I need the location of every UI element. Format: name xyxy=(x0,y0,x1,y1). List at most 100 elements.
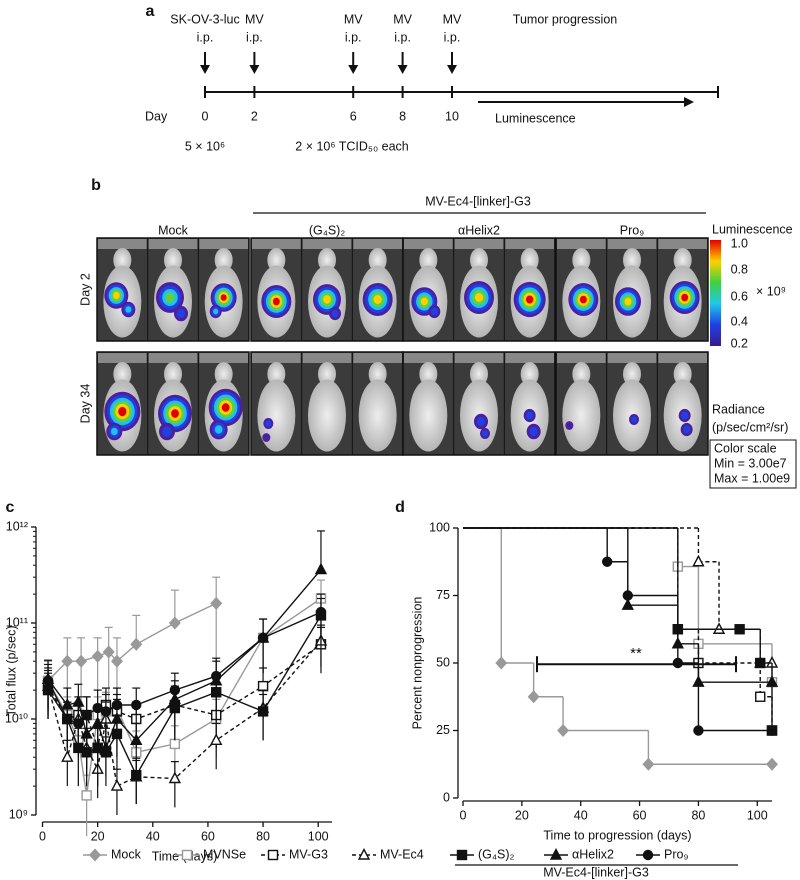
marker xyxy=(602,556,613,567)
mouse-body xyxy=(562,379,601,452)
marker xyxy=(91,649,104,663)
x-tick-label: 20 xyxy=(515,808,529,822)
event-route: i.p. xyxy=(345,30,362,44)
marker xyxy=(755,691,766,702)
signal xyxy=(631,416,637,423)
group-label: Mock xyxy=(158,223,189,237)
signal xyxy=(681,411,689,420)
image-panel xyxy=(302,353,352,363)
x-tick-label: 100 xyxy=(308,829,329,843)
signal xyxy=(125,306,132,313)
marker xyxy=(755,657,766,669)
color-bar xyxy=(710,240,721,346)
group-label: (G₄S)₂ xyxy=(309,223,345,237)
mouse-head xyxy=(520,362,539,386)
marker xyxy=(314,562,328,575)
event-route: i.p. xyxy=(444,30,461,44)
y-tick-label: 0 xyxy=(443,790,450,804)
marker xyxy=(100,706,112,717)
x-tick-label: 60 xyxy=(201,829,215,843)
row-label: Day 2 xyxy=(78,273,92,306)
event-day: 2 xyxy=(251,109,258,123)
signal xyxy=(624,297,632,306)
panel-label: b xyxy=(91,177,101,194)
y-tick-label: 100 xyxy=(429,520,450,534)
x-tick-label: 60 xyxy=(633,808,647,822)
signal xyxy=(272,297,280,306)
y-tick-label: 10¹¹ xyxy=(6,615,28,629)
scale-tick: 0.4 xyxy=(731,314,748,328)
scale-tick: 0.2 xyxy=(731,336,748,350)
x-tick-label: 80 xyxy=(256,829,270,843)
mouse-head xyxy=(673,362,692,386)
marker xyxy=(210,596,223,610)
mouse-head xyxy=(520,248,539,272)
group-header: MV-Ec4-[linker]-G3 xyxy=(425,194,531,208)
group-label: Pro₉ xyxy=(620,223,644,237)
marker xyxy=(495,656,508,670)
marker xyxy=(557,723,570,738)
image-panel xyxy=(454,353,504,363)
marker xyxy=(61,654,74,668)
arrow-head xyxy=(397,65,408,74)
arrow-head xyxy=(249,65,260,74)
arrow-head xyxy=(684,97,694,107)
image-panel xyxy=(353,239,402,249)
image-panel xyxy=(505,239,554,249)
panel-label: c xyxy=(6,499,15,516)
group-label: αHelix2 xyxy=(458,223,500,237)
mouse-head xyxy=(470,248,488,272)
image-panel xyxy=(607,353,657,363)
signal xyxy=(213,308,219,315)
image-panel xyxy=(557,353,606,363)
signal xyxy=(430,307,438,316)
scale-multiplier: × 10⁹ xyxy=(756,284,786,298)
marker xyxy=(210,733,223,745)
mouse-body xyxy=(257,379,296,452)
marker xyxy=(211,670,222,682)
mouse-head xyxy=(419,248,438,272)
x-tick-label: 100 xyxy=(747,808,768,822)
y-tick-label: 75 xyxy=(436,588,450,602)
signal xyxy=(113,291,120,300)
scale-tick: 0.8 xyxy=(731,262,748,276)
signal xyxy=(220,294,227,301)
signal xyxy=(681,293,689,302)
mouse-body xyxy=(308,379,346,452)
signal xyxy=(176,308,186,319)
x-tick-label: 0 xyxy=(39,829,46,843)
row-label: Day 34 xyxy=(78,384,92,424)
scale-title: Luminescence xyxy=(712,222,793,236)
mouse-head xyxy=(572,362,591,386)
signal xyxy=(373,295,382,304)
legend-label: αHelix2 xyxy=(572,847,614,861)
image-panel xyxy=(404,353,453,363)
y-tick-label: 10¹⁰ xyxy=(5,711,28,725)
image-panel xyxy=(199,353,248,363)
image-panel xyxy=(98,353,147,363)
panel-label: a xyxy=(146,3,155,20)
marker xyxy=(181,849,193,861)
marker xyxy=(642,849,654,861)
signal xyxy=(579,295,587,304)
signal xyxy=(331,309,339,318)
image-panel xyxy=(302,239,352,249)
marker xyxy=(131,699,142,711)
marker xyxy=(130,637,143,651)
mouse-head xyxy=(623,362,641,386)
unit-title: Radiance xyxy=(712,402,765,416)
x-tick-label: 40 xyxy=(146,829,160,843)
marker xyxy=(766,725,778,736)
marker xyxy=(168,616,181,630)
marker xyxy=(111,699,123,711)
marker xyxy=(672,657,684,669)
arrow-head xyxy=(348,65,359,74)
signal xyxy=(171,409,179,418)
signal xyxy=(221,403,230,412)
image-panel xyxy=(557,239,606,249)
dose-label: 5 × 10⁶ xyxy=(185,139,225,153)
mouse-body xyxy=(409,379,448,452)
y-axis-label: Percent nonprogression xyxy=(410,597,424,730)
mouse-head xyxy=(214,362,233,386)
